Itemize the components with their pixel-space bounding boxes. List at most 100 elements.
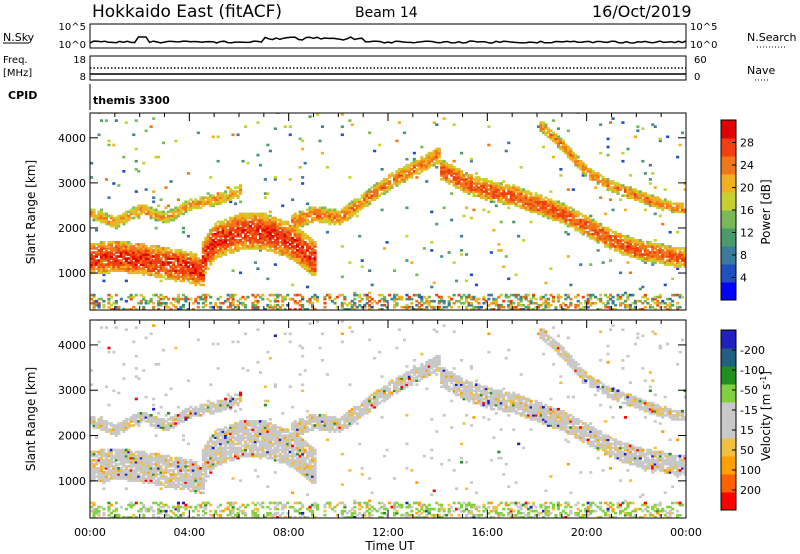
power-cell xyxy=(313,257,317,260)
power-cell xyxy=(174,216,178,220)
power-cell xyxy=(298,251,302,254)
power-cell xyxy=(273,222,277,226)
velocity-cell xyxy=(129,505,133,509)
velocity-cell xyxy=(169,516,173,518)
power-cell xyxy=(186,273,190,277)
power-cell xyxy=(417,293,421,297)
velocity-cell xyxy=(144,395,148,399)
velocity-cell xyxy=(112,465,116,468)
power-cell xyxy=(169,216,173,220)
power-cell xyxy=(296,257,300,260)
power-cell xyxy=(564,151,568,155)
power-cell xyxy=(678,249,682,252)
power-cell xyxy=(97,216,101,220)
power-cell xyxy=(271,293,275,297)
velocity-cell xyxy=(97,420,101,423)
power-cell xyxy=(638,192,642,195)
velocity-cell xyxy=(149,467,153,470)
power-cell xyxy=(594,224,598,228)
velocity-cell xyxy=(109,432,113,435)
power-cell xyxy=(248,230,252,234)
power-cell xyxy=(487,180,491,183)
velocity-cell xyxy=(109,465,113,468)
power-cell xyxy=(527,198,531,201)
power-cell xyxy=(226,230,230,234)
power-cell xyxy=(410,176,414,179)
power-cell xyxy=(313,245,317,248)
velocity-cell xyxy=(99,448,103,452)
power-cell xyxy=(204,202,208,206)
power-cell xyxy=(186,257,190,260)
velocity-cell xyxy=(147,473,151,476)
velocity-cell xyxy=(164,471,168,474)
power-cell xyxy=(668,301,672,305)
sky-left-tick-top: 10^5 xyxy=(59,22,86,33)
power-cell xyxy=(139,245,143,248)
power-cell xyxy=(99,269,103,272)
power-cell xyxy=(472,194,476,197)
power-cell xyxy=(638,247,642,250)
power-cell xyxy=(102,247,106,250)
power-cell xyxy=(97,253,101,256)
power-cell xyxy=(296,255,300,258)
power-cell xyxy=(199,263,203,266)
power-cell xyxy=(102,257,106,260)
power-cell xyxy=(499,196,503,199)
power-cell xyxy=(623,245,627,248)
power-cell xyxy=(169,265,173,268)
velocity-cell xyxy=(97,467,101,470)
power-cell xyxy=(296,232,300,236)
power-cell xyxy=(502,305,506,309)
power-cell xyxy=(127,241,131,244)
power-cell xyxy=(152,200,156,204)
power-cell xyxy=(266,220,270,224)
power-cell xyxy=(174,277,178,281)
power-cell xyxy=(157,251,161,254)
power-cell xyxy=(139,243,143,246)
power-cell xyxy=(122,251,126,254)
power-cell xyxy=(152,259,156,262)
power-cell xyxy=(427,295,431,299)
power-cell xyxy=(611,308,615,310)
velocity-cell xyxy=(149,454,153,458)
velocity-cell xyxy=(114,465,118,468)
velocity-cell xyxy=(154,469,158,472)
power-cell xyxy=(134,190,138,193)
power-cell xyxy=(522,190,526,193)
power-cell xyxy=(184,202,188,206)
power-cell xyxy=(97,265,101,268)
power-cell xyxy=(149,271,153,275)
power-cell xyxy=(283,228,287,232)
power-cell xyxy=(621,184,625,187)
power-cell xyxy=(92,214,96,218)
power-cell xyxy=(504,295,508,299)
power-cell xyxy=(301,182,305,185)
power-cell xyxy=(467,190,471,193)
power-cell xyxy=(162,220,166,224)
power-cell xyxy=(549,133,553,137)
power-cell xyxy=(283,220,287,224)
velocity-cell xyxy=(124,328,128,331)
power-cell xyxy=(147,249,151,252)
power-cell xyxy=(482,196,486,199)
velocity-cell xyxy=(92,471,96,474)
power-cell xyxy=(564,147,568,151)
power-cell xyxy=(507,184,511,187)
power-cell xyxy=(619,303,623,307)
power-cell xyxy=(579,224,583,228)
power-cell xyxy=(206,232,210,236)
power-cell xyxy=(231,251,235,254)
power-cell xyxy=(636,196,640,199)
power-cell xyxy=(606,228,610,232)
power-cell xyxy=(566,145,570,149)
velocity-cell xyxy=(144,509,148,513)
power-cell xyxy=(221,198,225,201)
power-cell xyxy=(437,161,441,165)
velocity-cell xyxy=(157,509,161,513)
power-cell xyxy=(221,228,225,232)
power-cell xyxy=(137,208,141,212)
power-cell xyxy=(509,186,513,189)
velocity-cell xyxy=(122,471,126,474)
power-cell xyxy=(293,253,297,256)
velocity-cell xyxy=(134,375,138,378)
